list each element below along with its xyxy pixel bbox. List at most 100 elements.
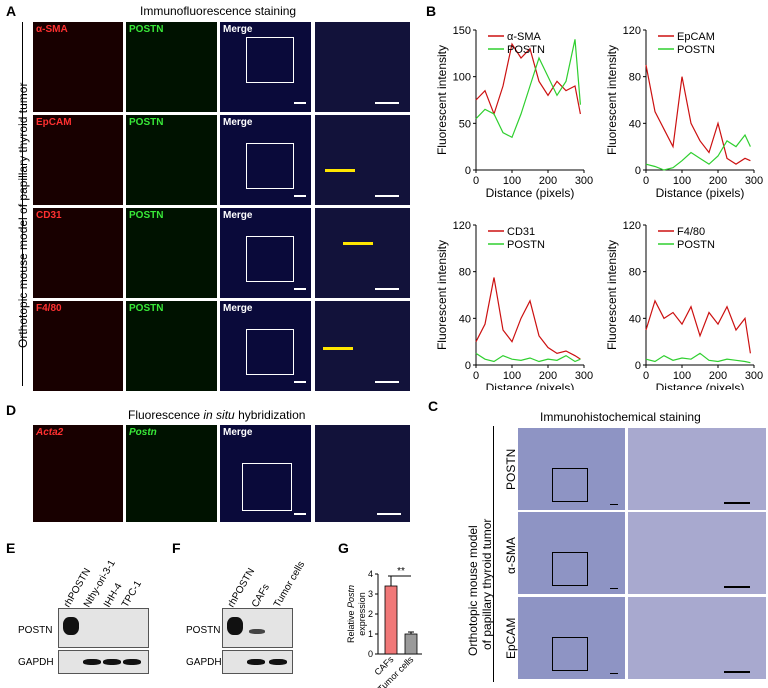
x-tick-label: 300	[575, 175, 593, 187]
fish-postn-label: Postn	[129, 427, 157, 438]
y-tick-label: 50	[459, 118, 471, 130]
x-axis-label: Distance (pixels)	[486, 381, 575, 390]
y-tick-label: 120	[623, 220, 641, 232]
if-merge-label: Merge	[223, 303, 253, 314]
legend-label: CD31	[507, 226, 535, 238]
y-tick-label: 40	[629, 313, 641, 325]
y-axis-label: Relative Postn	[346, 585, 356, 643]
panel-c-title: Immunohistochemical staining	[540, 410, 701, 424]
y-tick-label: 0	[635, 165, 641, 177]
y-tick-label: 0	[465, 165, 471, 177]
ihc-zoom-image	[628, 597, 766, 679]
y-axis-label: Fluorescent intensity	[605, 240, 619, 350]
lane-label: Tumor cells	[272, 559, 308, 610]
legend-label: EpCAM	[677, 31, 715, 43]
x-tick-label: 0	[643, 175, 649, 187]
if-scale-bar	[294, 102, 306, 104]
profile-line	[325, 169, 355, 172]
fish-zoom-image	[315, 425, 410, 522]
if-green-image: POSTN	[126, 208, 217, 298]
ihc-scale-bar	[610, 673, 618, 674]
ihc-overview-image	[518, 597, 625, 679]
y-tick-label: 80	[629, 72, 641, 84]
x-axis-label: Distance (pixels)	[656, 186, 745, 200]
if-red-image: EpCAM	[33, 115, 123, 205]
ihc-row-label: α-SMA	[504, 537, 518, 574]
y-tick-label: 40	[629, 118, 641, 130]
x-tick-label: 200	[539, 370, 557, 382]
x-axis-label: Distance (pixels)	[486, 186, 575, 200]
if-zoom-image	[315, 208, 410, 298]
ihc-overview-image	[518, 512, 625, 594]
fish-scale-bar	[294, 513, 306, 515]
fish-merge-image: Merge	[220, 425, 311, 522]
x-tick-label: 200	[539, 175, 557, 187]
ihc-zoom-image	[628, 428, 766, 510]
ihc-overview-image	[518, 428, 625, 510]
y-tick-label: 0	[465, 360, 471, 372]
y-tick-label: 120	[453, 220, 471, 232]
y-tick-label: 4	[368, 569, 373, 579]
y-tick-label: 3	[368, 589, 373, 599]
if-green-label: POSTN	[129, 210, 164, 221]
fish-acta2-image: Acta2	[33, 425, 123, 522]
legend-label: POSTN	[507, 239, 545, 251]
if-merge-image: Merge	[220, 208, 311, 298]
y-axis-label: Fluorescent intensity	[435, 240, 449, 350]
panel-f-row-postn: POSTN	[186, 625, 221, 636]
profile-line	[323, 347, 353, 350]
ihc-zoom-box	[552, 468, 588, 502]
panel-c-bracket	[493, 426, 494, 682]
fish-postn-image: Postn	[126, 425, 217, 522]
y-tick-label: 80	[459, 267, 471, 279]
legend-label: F4/80	[677, 226, 705, 238]
panel-label-e: E	[6, 540, 16, 556]
lane-label: TPC-1	[120, 578, 144, 610]
blot-band	[63, 617, 79, 635]
x-tick-label: 300	[745, 175, 763, 187]
y-tick-label: 0	[635, 360, 641, 372]
if-zoom-scale-bar	[375, 102, 399, 104]
if-red-label: F4/80	[36, 303, 62, 314]
ihc-zoom-scale-bar	[724, 671, 750, 673]
if-green-label: POSTN	[129, 24, 164, 35]
panel-a-side-label: Orthotopic mouse model of papillary thyr…	[16, 82, 30, 348]
fish-zoom-box	[242, 463, 292, 511]
panel-label-d: D	[6, 402, 17, 418]
bar-Tumor cells	[404, 633, 418, 655]
ihc-row-label: EpCAM	[504, 617, 518, 659]
blot-band	[249, 629, 265, 634]
if-merge-image: Merge	[220, 22, 311, 112]
ihc-zoom-box	[552, 637, 588, 671]
if-red-image: F4/80	[33, 301, 123, 391]
if-merge-label: Merge	[223, 210, 253, 221]
if-red-label: CD31	[36, 210, 62, 221]
if-merge-image: Merge	[220, 115, 311, 205]
legend-label: POSTN	[677, 44, 715, 56]
y-tick-label: 1	[368, 629, 373, 639]
legend-label: POSTN	[677, 239, 715, 251]
panel-label-f: F	[172, 540, 181, 556]
panel-e-row-gapdh: GAPDH	[18, 657, 54, 668]
if-red-image: α-SMA	[33, 22, 123, 112]
lane-label: IHH-4	[102, 581, 125, 610]
ihc-zoom-image	[628, 512, 766, 594]
panel-label-c: C	[428, 398, 439, 414]
if-green-label: POSTN	[129, 117, 164, 128]
panel-d-title: Fluorescence in situ hybridization	[128, 408, 306, 422]
panel-c-side-label-2: of papillary thyroid tumor	[480, 518, 494, 650]
if-zoom-image	[315, 22, 410, 112]
y-axis-label: Fluorescent intensity	[605, 45, 619, 155]
series-line-F4/80	[645, 299, 751, 354]
x-tick-label: 100	[673, 175, 691, 187]
blot-band	[123, 659, 141, 665]
if-zoom-image	[315, 301, 410, 391]
panel-e-gapdh-blot	[58, 650, 149, 674]
lane-label: CAFs	[250, 582, 273, 610]
y-tick-label: 40	[459, 313, 471, 325]
ihc-zoom-box	[552, 552, 588, 586]
fish-zoom-scale-bar	[377, 513, 401, 515]
panel-label-a: A	[6, 3, 17, 19]
blot-band	[103, 659, 121, 665]
